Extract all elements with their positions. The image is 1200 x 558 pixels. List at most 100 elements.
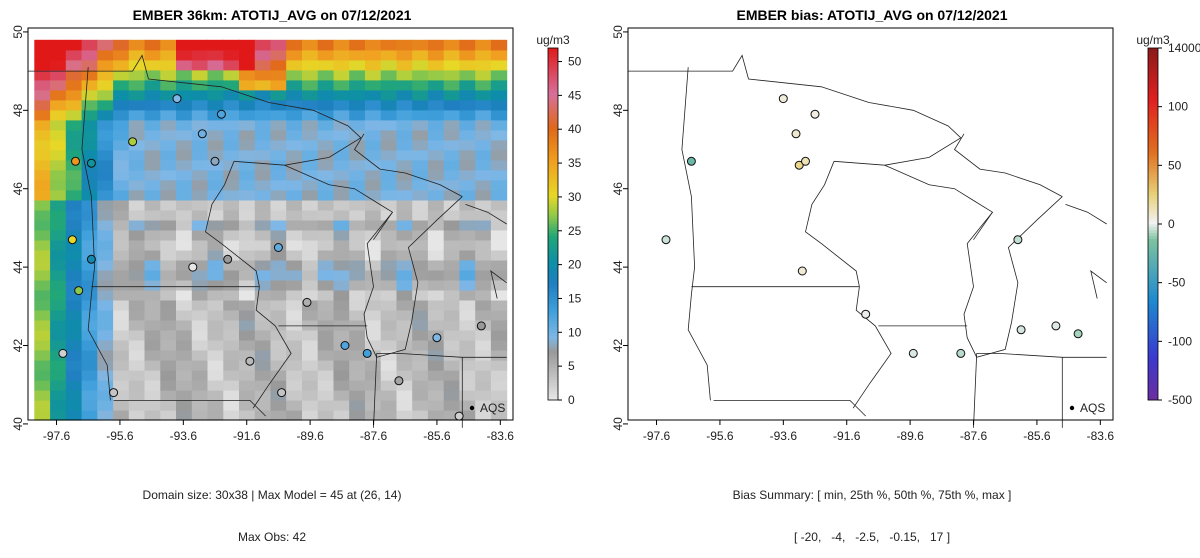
colorbar-segment	[1148, 124, 1158, 128]
heatmap-cell	[176, 259, 193, 271]
heatmap-cell	[302, 69, 319, 81]
colorbar-tick-label: 35	[568, 156, 582, 170]
heatmap-cell	[207, 410, 224, 421]
colorbar-segment	[548, 65, 558, 69]
heatmap-cell	[412, 39, 429, 51]
heatmap-cell	[396, 89, 413, 101]
heatmap-cell	[207, 249, 224, 261]
boundary-line	[805, 161, 860, 287]
caption-line: Max Obs: 42	[237, 530, 307, 544]
heatmap-cell	[160, 400, 177, 411]
heatmap-cell	[97, 109, 114, 121]
heatmap-cell	[380, 209, 397, 221]
heatmap-cell	[443, 109, 460, 121]
heatmap-cell	[270, 199, 287, 211]
heatmap-cell	[50, 380, 67, 391]
heatmap-cell	[349, 49, 366, 61]
heatmap-cell	[412, 189, 429, 201]
heatmap-cell	[427, 209, 445, 221]
colorbar-segment	[548, 312, 558, 316]
heatmap-cell	[427, 339, 445, 351]
heatmap-cell	[191, 249, 209, 261]
heatmap-cell	[65, 129, 83, 141]
heatmap-cell	[333, 169, 350, 181]
heatmap-cell	[207, 279, 224, 291]
heatmap-cell	[113, 49, 130, 61]
heatmap-cell	[396, 319, 413, 331]
heatmap-cell	[412, 199, 429, 211]
heatmap-cell	[317, 99, 334, 111]
heatmap-cell	[254, 139, 272, 151]
heatmap-cell	[443, 329, 460, 341]
heatmap-cell	[380, 400, 397, 411]
boundary-line	[373, 211, 393, 240]
heatmap-cell	[412, 390, 429, 401]
colorbar-tick-label: 0	[1168, 217, 1175, 231]
heatmap-cell	[333, 400, 350, 411]
boundary-line	[373, 353, 378, 428]
colorbar-segment	[1148, 177, 1158, 181]
heatmap-cell	[81, 199, 98, 211]
bias-point	[1051, 321, 1061, 331]
heatmap-cell	[81, 149, 98, 161]
heatmap-cell	[427, 169, 445, 181]
heatmap-cell	[239, 390, 256, 401]
colorbar-segment	[1148, 188, 1158, 193]
heatmap-cell	[302, 339, 319, 351]
heatmap-cell	[302, 219, 319, 231]
heatmap-cell	[239, 59, 256, 71]
colorbar-segment	[1148, 370, 1158, 374]
heatmap-cell	[302, 79, 319, 91]
colorbar-segment	[1148, 358, 1158, 363]
colorbar-segment	[548, 285, 558, 289]
heatmap-cell	[490, 339, 508, 351]
observation-point	[210, 156, 220, 166]
heatmap-cell	[317, 59, 334, 71]
heatmap-cell	[286, 189, 303, 201]
heatmap-cell	[317, 69, 334, 81]
heatmap-cell	[176, 229, 193, 241]
heatmap-cell	[302, 169, 319, 181]
heatmap-cell	[349, 169, 366, 181]
heatmap-cell	[176, 119, 193, 131]
colorbar-segment	[1148, 50, 1158, 55]
colorbar-segment	[548, 385, 558, 389]
heatmap-cell	[144, 360, 161, 371]
colorbar-segment	[548, 209, 558, 213]
heatmap-cell	[160, 149, 177, 161]
heatmap-cell	[380, 69, 397, 81]
heatmap-cell	[349, 79, 366, 91]
heatmap-cell	[475, 259, 492, 271]
heatmap-cell	[65, 329, 83, 341]
heatmap-cell	[412, 129, 429, 141]
colorbar-segment	[1148, 180, 1158, 184]
heatmap-cell	[443, 99, 460, 111]
colorbar-segment	[1148, 171, 1158, 175]
heatmap-cell	[207, 169, 224, 181]
heatmap-cell	[475, 179, 492, 191]
heatmap-cell	[239, 339, 256, 351]
x-tick-label: -95.6	[106, 429, 134, 443]
heatmap-cell	[443, 289, 460, 301]
aqs-legend-marker	[1069, 405, 1075, 411]
heatmap-cell	[223, 319, 240, 331]
boundary-line	[252, 286, 292, 409]
heatmap-cell	[317, 199, 334, 211]
colorbar-segment	[548, 89, 558, 93]
colorbar-segment	[548, 332, 558, 336]
heatmap-cell	[412, 79, 429, 91]
heatmap-cell	[50, 259, 67, 271]
heatmap-cell	[50, 99, 67, 111]
heatmap-cell	[176, 350, 193, 361]
heatmap-cell	[317, 350, 334, 361]
heatmap-cell	[396, 239, 413, 251]
colorbar-segment	[548, 180, 558, 184]
heatmap-cell	[443, 279, 460, 291]
heatmap-cell	[286, 199, 303, 211]
heatmap-cell	[223, 49, 240, 61]
colorbar-segment	[548, 291, 558, 295]
heatmap-cell	[459, 159, 476, 171]
heatmap-cell	[459, 370, 476, 381]
heatmap-cell	[34, 159, 51, 171]
heatmap-cell	[490, 49, 508, 61]
